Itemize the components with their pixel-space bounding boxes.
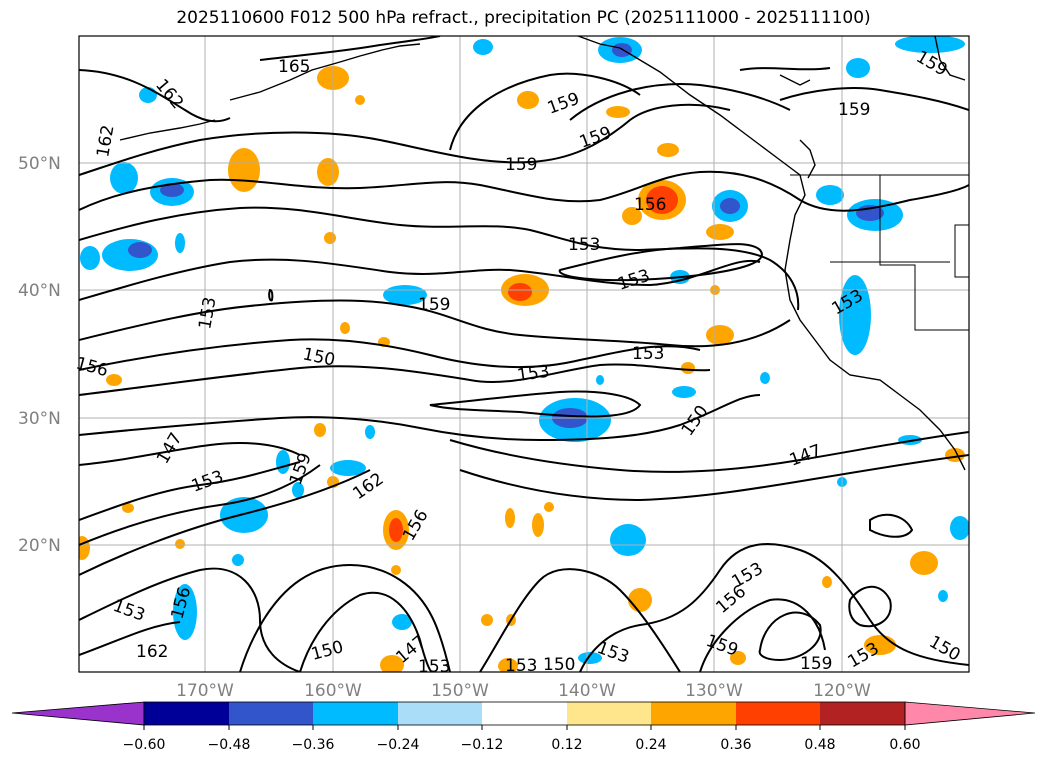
- lon-label-160w: 160°W: [304, 681, 362, 701]
- contour-label: 159: [505, 155, 537, 175]
- contour-label: 162: [93, 123, 118, 158]
- contour-label: 159: [286, 450, 316, 487]
- contour-label: 150: [309, 637, 346, 665]
- contour-label: 159: [577, 123, 614, 153]
- lat-label-50n: 50°N: [18, 154, 61, 174]
- colorbar: −0.60 −0.48 −0.36 −0.24 −0.12 0.12 0.24 …: [11, 701, 1036, 753]
- lon-label-150w: 150°W: [431, 681, 489, 701]
- contour-label: 153: [568, 235, 600, 255]
- contour-label: 159: [418, 295, 450, 315]
- colorbar-segment: [651, 702, 736, 725]
- lon-label-140w: 140°W: [558, 681, 616, 701]
- contour-label: 153: [632, 344, 664, 364]
- contour-label: 150: [926, 632, 964, 666]
- colorbar-tick-label: 0.36: [720, 737, 751, 753]
- contour-label: 147: [787, 441, 824, 471]
- colorbar-tick-label: −0.60: [123, 737, 166, 753]
- contour-label: 153: [189, 467, 226, 497]
- colorbar-segment: [736, 702, 820, 725]
- contour-label: 159: [838, 100, 870, 120]
- colorbar-extend-min: [11, 701, 145, 726]
- contour-label: 153: [505, 656, 537, 676]
- coastlines: [119, 36, 966, 471]
- colorbar-extend-max: [904, 701, 1036, 726]
- lat-label-40n: 40°N: [18, 281, 61, 301]
- map-title: 2025110600 F012 500 hPa refract., precip…: [176, 8, 871, 28]
- contour-label: 153: [516, 362, 551, 386]
- map-frame: [78, 35, 970, 673]
- colorbar-tick-label: 0.60: [889, 737, 920, 753]
- graticule: [79, 36, 969, 672]
- contour-label: 162: [136, 642, 168, 662]
- contour-label: 159: [800, 654, 832, 674]
- colorbar-segment: [229, 702, 313, 725]
- precip-shading: [79, 36, 969, 672]
- colorbar-segment: [144, 702, 229, 725]
- borders: [790, 174, 970, 331]
- colorbar-segment: [482, 702, 567, 725]
- contour-label: 156: [634, 195, 666, 215]
- contour-label: 153: [594, 638, 631, 668]
- lat-label-20n: 20°N: [18, 536, 61, 556]
- lon-label-170w: 170°W: [176, 681, 234, 701]
- lon-label-130w: 130°W: [685, 681, 743, 701]
- contour-label: 153: [418, 657, 450, 677]
- colorbar-tick-label: −0.24: [377, 737, 420, 753]
- colorbar-tick-label: 0.48: [804, 737, 835, 753]
- colorbar-segment: [567, 702, 651, 725]
- colorbar-tick-label: 0.12: [551, 737, 582, 753]
- contour-label: 150: [543, 655, 575, 675]
- longitude-labels: 170°W 160°W 150°W 140°W 130°W 120°W: [176, 681, 871, 701]
- colorbar-segment: [820, 702, 905, 725]
- colorbar-tick-label: 0.24: [635, 737, 666, 753]
- contour-label: 153: [195, 295, 220, 330]
- contour-label: 153: [110, 596, 147, 626]
- colorbar-tick-label: −0.36: [292, 737, 335, 753]
- lon-label-120w: 120°W: [813, 681, 871, 701]
- contour-label: 159: [703, 631, 740, 661]
- lat-label-30n: 30°N: [18, 409, 61, 429]
- colorbar-tick-label: −0.48: [208, 737, 251, 753]
- latitude-labels: 50°N 40°N 30°N 20°N: [18, 154, 61, 556]
- colorbar-segment: [313, 702, 398, 725]
- contour-label: 150: [678, 402, 713, 440]
- refractivity-contours: [79, 36, 969, 672]
- contour-label: 165: [278, 57, 310, 77]
- colorbar-ticks: [143, 725, 906, 730]
- colorbar-tick-label: −0.12: [461, 737, 504, 753]
- colorbar-segment: [398, 702, 482, 725]
